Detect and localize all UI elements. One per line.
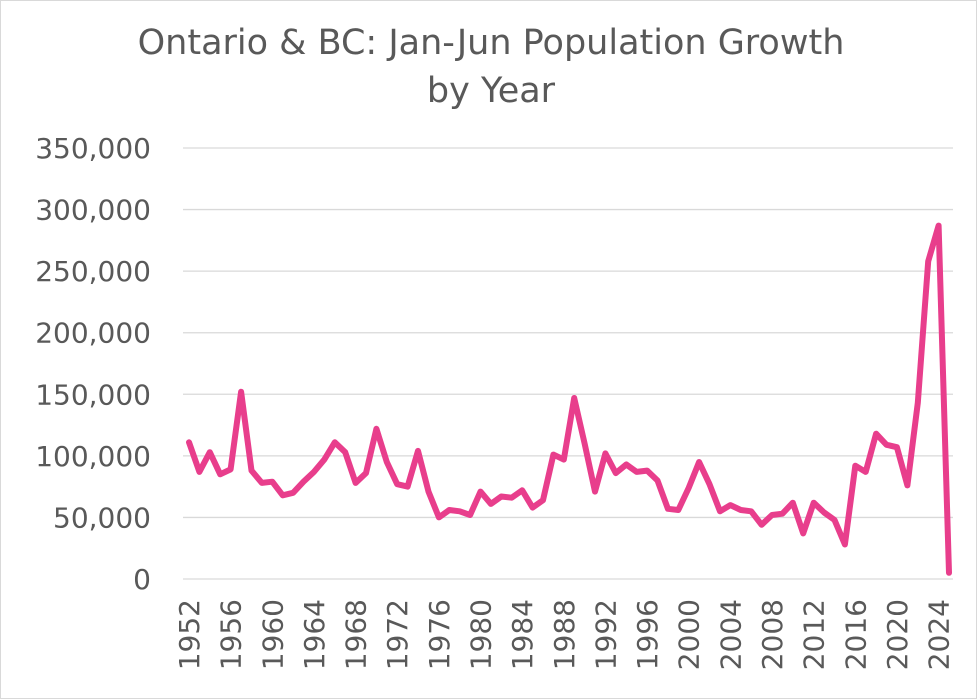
y-tick-label: 350,000 [35,132,151,165]
y-tick-label: 250,000 [35,255,151,288]
gridlines [183,147,953,580]
x-tick-label: 1988 [548,599,581,670]
x-tick-label: 1996 [631,599,664,670]
x-tick-label: 1964 [298,599,331,670]
x-tick-label: 2004 [714,599,747,670]
x-tick-label: 2016 [839,599,872,670]
x-tick-label: 1952 [173,599,206,670]
x-tick-label: 1992 [589,599,622,670]
x-tick-label: 1980 [465,599,498,670]
y-tick-label: 50,000 [53,501,151,534]
x-tick-label: 1984 [506,599,539,670]
x-tick-label: 1972 [381,599,414,670]
y-tick-label: 200,000 [35,317,151,350]
y-tick-label: 300,000 [35,194,151,227]
x-tick-label: 2012 [798,599,831,670]
series-layer [186,222,952,576]
x-tick-label: 1976 [423,599,456,670]
x-tick-label: 1956 [215,599,248,670]
x-tick-label: 2008 [756,599,789,670]
x-tick-label: 2024 [923,599,956,670]
series-line [186,222,952,576]
x-tick-label: 1968 [340,599,373,670]
x-tick-label: 2020 [881,599,914,670]
x-tick-label: 1960 [256,599,289,670]
x-axis-tick-labels: 1952 1956 1960 1964 1968 1972 1976 1980 1984 1988… [173,599,956,670]
y-tick-label: 150,000 [35,378,151,411]
x-tick-label: 2000 [673,599,706,670]
y-tick-label: 100,000 [35,440,151,473]
y-tick-label: 0 [133,563,151,596]
y-axis-tick-labels: 0 50,000 100,000 150,000 200,000 250,000 300,0… [35,132,151,596]
chart-title: Ontario & BC: Jan-Jun Population Growth … [137,23,845,111]
